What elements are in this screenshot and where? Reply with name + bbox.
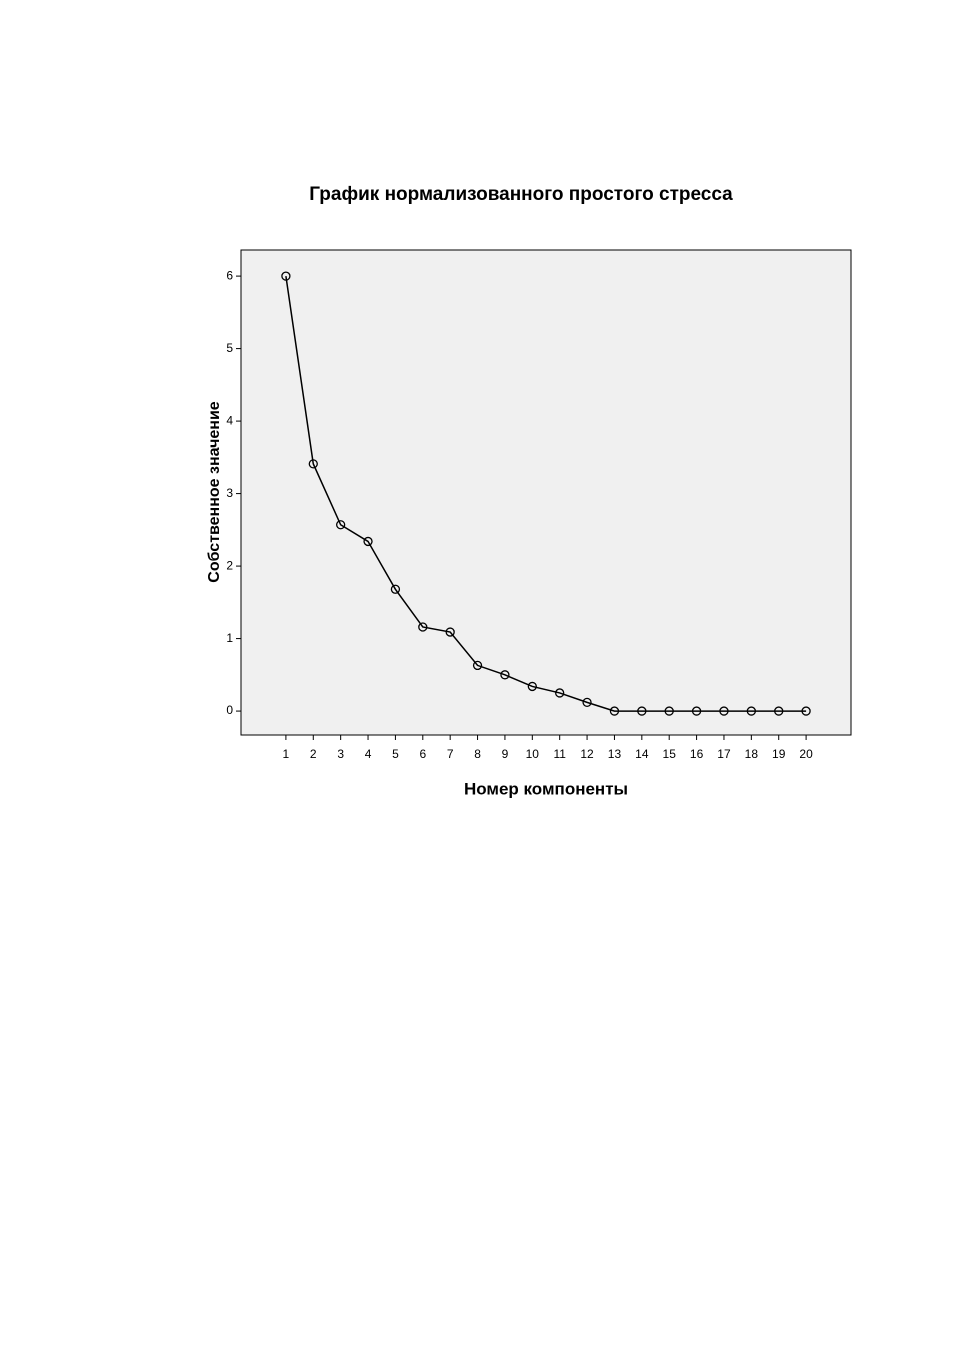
plot-area	[240, 249, 852, 736]
chart-title: График нормализованного простого стресса	[309, 184, 733, 205]
x-tick-label: 16	[690, 747, 704, 761]
data-point	[363, 536, 373, 547]
data-point	[281, 271, 291, 281]
data-point	[801, 706, 811, 716]
data-point	[472, 660, 483, 671]
x-tick-label: 1	[283, 747, 290, 761]
data-point	[637, 706, 647, 716]
y-tick-label: 2	[226, 558, 233, 572]
x-tick-label: 3	[337, 747, 344, 761]
y-tick-label: 6	[226, 268, 233, 282]
x-tick-label: 19	[772, 747, 786, 761]
y-tick-label: 4	[226, 413, 233, 427]
data-point	[664, 706, 674, 716]
x-tick-label: 7	[447, 747, 454, 761]
y-tick-label: 3	[226, 486, 233, 500]
x-tick-label: 13	[608, 747, 622, 761]
data-point	[308, 459, 318, 469]
x-tick-label: 17	[717, 747, 731, 761]
y-tick-label: 5	[226, 341, 233, 355]
data-point	[582, 697, 592, 708]
y-tick-label: 1	[226, 631, 233, 645]
x-tick-label: 18	[745, 747, 759, 761]
x-tick-label: 12	[580, 747, 594, 761]
data-point	[719, 706, 729, 716]
data-point	[746, 706, 756, 716]
data-point	[500, 670, 510, 680]
data-point	[418, 622, 428, 632]
data-point	[555, 688, 565, 698]
data-point	[390, 584, 401, 594]
x-tick-label: 15	[663, 747, 677, 761]
data-point	[527, 681, 537, 692]
x-tick-label: 11	[553, 747, 566, 761]
y-axis-label: Собственное значение	[206, 401, 223, 583]
data-point	[445, 627, 455, 637]
x-tick-label: 8	[474, 747, 481, 761]
data-point	[774, 706, 784, 716]
x-tick-label: 4	[365, 747, 372, 761]
x-tick-label: 20	[799, 747, 813, 761]
x-axis-label: Номер компоненты	[464, 779, 628, 798]
data-point	[609, 706, 620, 716]
data-point	[691, 706, 702, 716]
x-tick-label: 6	[419, 747, 426, 761]
x-tick-label: 9	[502, 747, 509, 761]
y-tick-label: 0	[226, 703, 233, 717]
x-tick-label: 14	[635, 747, 649, 761]
x-tick-label: 2	[310, 747, 317, 761]
x-tick-label: 5	[392, 747, 399, 761]
x-tick-label: 10	[526, 747, 540, 761]
data-point	[336, 520, 346, 530]
